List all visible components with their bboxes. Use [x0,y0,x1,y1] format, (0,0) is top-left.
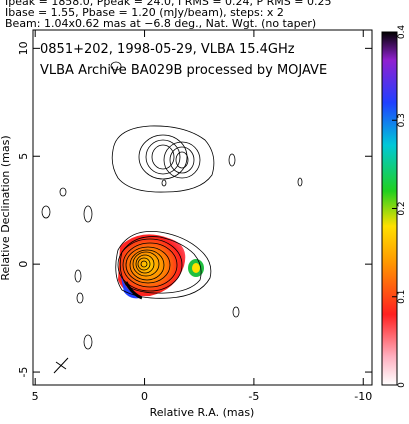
colorbar-tick-label: 0.3 [397,113,407,127]
x-tick-label: -5 [248,390,259,403]
y-tick-label: 0 [17,261,30,268]
colorbar-tick-label: 0.2 [397,201,407,215]
x-axis-label: Relative R.A. (mas) [150,406,255,419]
contours [41,61,303,374]
colorbar-tick-label: 0.1 [397,290,407,304]
x-tick-label: -10 [354,390,372,403]
colorbar-tick-label: 0.4 [397,25,407,40]
x-tick-label: 0 [141,390,148,403]
header-line: Ipeak = 1858.0, Ppeak = 24.0, I RMS = 0.… [5,0,332,8]
x-tick-label: 5 [32,390,39,403]
plot-subtitle: VLBA Archive BA029B processed by MOJAVE [40,63,327,78]
y-tick-label: 5 [17,153,30,160]
colorbar-tick-label: 0 [397,382,407,388]
y-axis-label: Relative Declination (mas) [0,135,12,280]
y-tick-label: -5 [17,367,30,378]
y-tick-label: 10 [17,41,30,55]
plot-title: 0851+202, 1998-05-29, VLBA 15.4GHz [40,42,295,57]
plot-frame [32,29,373,386]
header-line: Ibase = 1.55, Pbase = 1.20 (mJy/beam), s… [5,6,284,19]
header-line: Beam: 1.04x0.62 mas at −6.8 deg., Nat. W… [5,17,316,30]
